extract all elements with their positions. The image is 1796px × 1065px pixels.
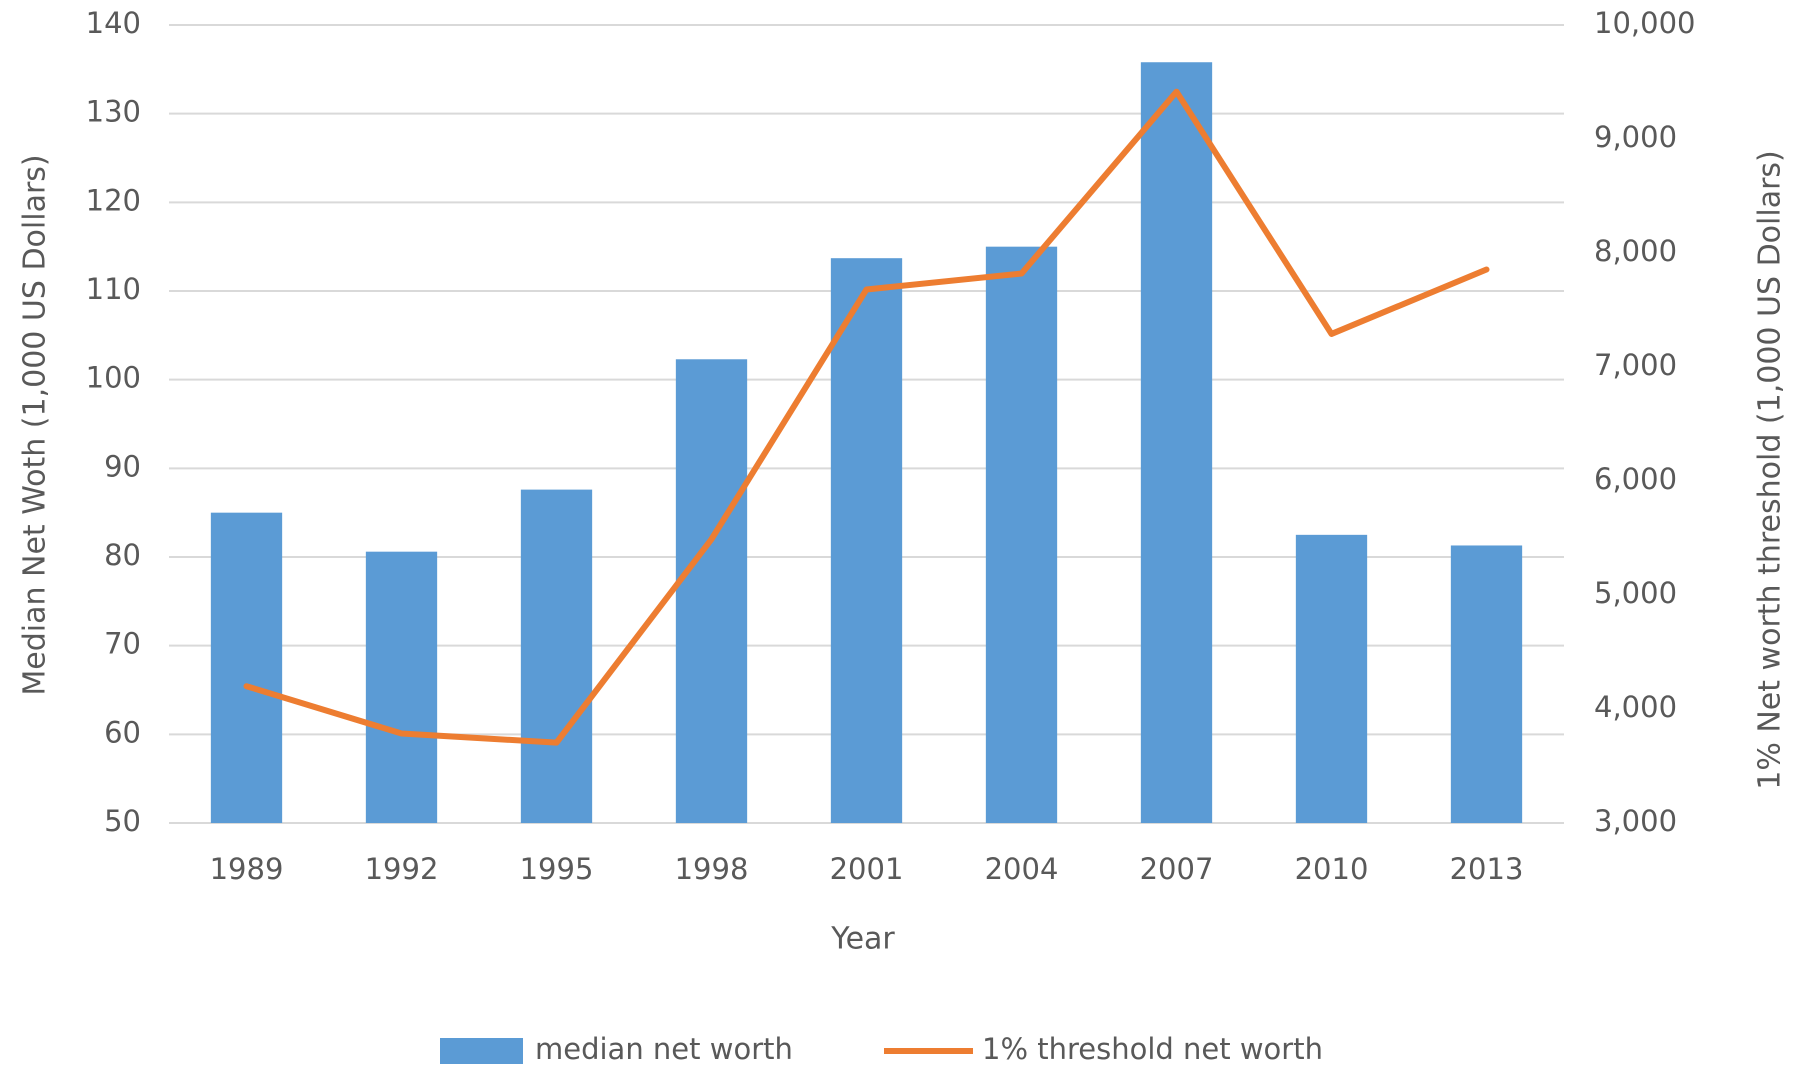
y2-tick-label: 6,000 (1594, 462, 1677, 496)
y-tick-label: 110 (86, 272, 141, 306)
y-tick-label: 130 (86, 95, 141, 129)
y2-tick-label: 8,000 (1594, 234, 1677, 268)
bar (1140, 62, 1213, 824)
y2-tick-label: 7,000 (1594, 348, 1677, 382)
x-tick-label: 2004 (985, 852, 1059, 886)
y-tick-label: 100 (86, 361, 141, 395)
x-tick-label: 1995 (520, 852, 594, 886)
bar (1450, 545, 1523, 823)
x-tick-label: 2013 (1450, 852, 1524, 886)
y-tick-label: 120 (86, 183, 141, 217)
y-tick-label: 90 (104, 449, 141, 483)
y-tick-label: 80 (104, 538, 141, 572)
y2-tick-label: 10,000 (1594, 6, 1695, 40)
y-tick-label: 140 (86, 6, 141, 40)
x-axis-title: Year (830, 922, 895, 957)
y2-tick-label: 5,000 (1594, 576, 1677, 610)
x-tick-label: 1989 (210, 852, 284, 886)
x-tick-label: 2010 (1295, 852, 1369, 886)
y2-tick-label: 4,000 (1594, 690, 1677, 724)
bar (985, 246, 1058, 823)
bar (520, 489, 593, 823)
bar (1295, 534, 1368, 823)
y2-tick-label: 9,000 (1594, 120, 1677, 154)
legend-label: 1% threshold net worth (982, 1032, 1323, 1065)
y-tick-label: 60 (104, 715, 141, 749)
y-tick-label: 50 (104, 804, 141, 838)
bar (210, 512, 283, 823)
x-tick-label: 2001 (830, 852, 904, 886)
legend-swatch (440, 1038, 523, 1064)
y2-axis-title: 1% Net worth threshold (1,000 US Dollars… (1753, 150, 1788, 790)
x-tick-label: 1998 (675, 852, 749, 886)
y2-tick-label: 3,000 (1594, 804, 1677, 838)
line (243, 88, 1490, 746)
bar (675, 359, 748, 823)
x-tick-label: 1992 (365, 852, 439, 886)
x-tick-label: 2007 (1140, 852, 1214, 886)
y-axis-title: Median Net Woth (1,000 US Dollars) (18, 154, 53, 695)
bar (830, 258, 903, 823)
legend-label: median net worth (535, 1032, 793, 1065)
y-tick-label: 70 (104, 627, 141, 661)
bar (365, 551, 438, 823)
